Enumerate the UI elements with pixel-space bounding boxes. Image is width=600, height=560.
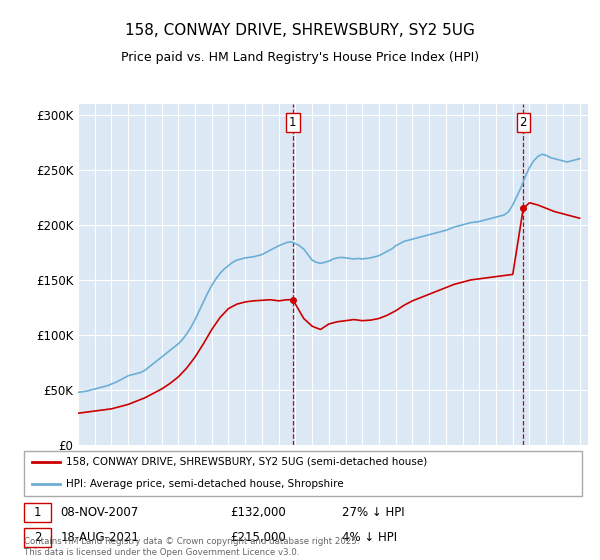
- Text: 158, CONWAY DRIVE, SHREWSBURY, SY2 5UG: 158, CONWAY DRIVE, SHREWSBURY, SY2 5UG: [125, 24, 475, 38]
- Text: 1: 1: [289, 115, 296, 129]
- Text: 1: 1: [34, 506, 41, 519]
- Text: 27% ↓ HPI: 27% ↓ HPI: [342, 506, 404, 519]
- Text: 2: 2: [34, 531, 41, 544]
- Text: 18-AUG-2021: 18-AUG-2021: [60, 531, 139, 544]
- Text: Contains HM Land Registry data © Crown copyright and database right 2025.
This d: Contains HM Land Registry data © Crown c…: [24, 537, 359, 557]
- FancyBboxPatch shape: [24, 528, 51, 547]
- Text: 4% ↓ HPI: 4% ↓ HPI: [342, 531, 397, 544]
- Text: 08-NOV-2007: 08-NOV-2007: [60, 506, 139, 519]
- FancyBboxPatch shape: [24, 451, 582, 496]
- Text: £132,000: £132,000: [230, 506, 286, 519]
- Text: Price paid vs. HM Land Registry's House Price Index (HPI): Price paid vs. HM Land Registry's House …: [121, 50, 479, 64]
- Text: 158, CONWAY DRIVE, SHREWSBURY, SY2 5UG (semi-detached house): 158, CONWAY DRIVE, SHREWSBURY, SY2 5UG (…: [66, 457, 427, 467]
- Text: £215,000: £215,000: [230, 531, 286, 544]
- Text: 2: 2: [520, 115, 527, 129]
- Text: HPI: Average price, semi-detached house, Shropshire: HPI: Average price, semi-detached house,…: [66, 479, 343, 489]
- FancyBboxPatch shape: [24, 502, 51, 522]
